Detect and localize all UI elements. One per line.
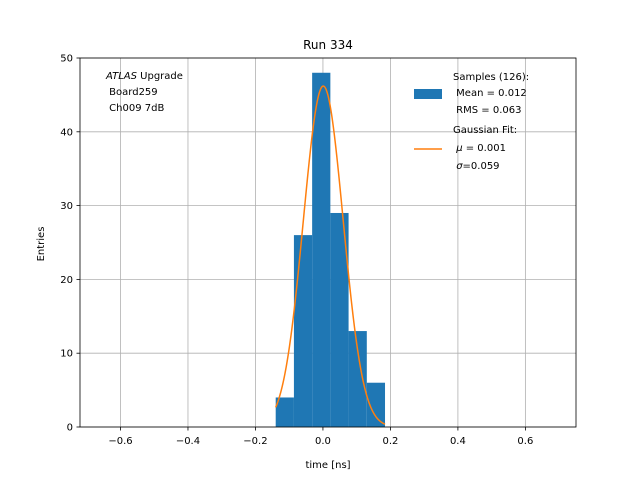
- atlas-annotation: ATLAS Upgrade Board259 Ch009 7dB: [105, 71, 183, 114]
- x-tick-label: 0.0: [315, 436, 331, 447]
- legend-samples-rms: RMS = 0.063: [453, 105, 521, 116]
- histogram-bar: [293, 235, 313, 427]
- legend-samples-patch: [414, 89, 442, 99]
- annotation-atlas: ATLAS: [105, 71, 138, 82]
- legend-fit-mu: μ = 0.001: [453, 143, 506, 154]
- histogram-bar: [312, 72, 331, 427]
- axis-ticks: −0.6 −0.4 −0.2 0.0 0.2 0.4 0.6 0 10 20 30 40 50: [60, 54, 533, 448]
- x-tick-label: 0.4: [450, 436, 466, 447]
- y-tick-label: 50: [60, 54, 73, 65]
- y-tick-label: 30: [60, 201, 73, 212]
- x-tick-label: 0.2: [382, 436, 398, 447]
- x-axis-label: time [ns]: [305, 460, 350, 471]
- y-tick-label: 0: [67, 423, 73, 434]
- histogram-bar: [366, 382, 386, 427]
- x-tick-label: 0.6: [517, 436, 533, 447]
- x-tick-label: −0.2: [243, 436, 267, 447]
- y-axis-label: Entries: [36, 227, 47, 262]
- histogram-bars: [275, 72, 386, 427]
- legend-samples-mean: Mean = 0.012: [453, 88, 527, 99]
- legend-samples-header: Samples (126):: [453, 72, 529, 83]
- histogram-bar: [330, 212, 349, 427]
- x-tick-label: −0.6: [108, 436, 132, 447]
- y-tick-label: 10: [60, 349, 73, 360]
- x-tick-label: −0.4: [176, 436, 200, 447]
- y-tick-label: 20: [60, 275, 73, 286]
- annotation-upgrade: Upgrade: [137, 71, 183, 82]
- legend-fit-sigma: σ=0.059: [453, 161, 500, 172]
- gaussian-fit-curve: [275, 85, 386, 425]
- annotation-channel: Ch009 7dB: [106, 103, 164, 114]
- annotation-title: ATLAS Upgrade: [105, 71, 183, 82]
- plot-frame: [79, 57, 577, 428]
- legend: Samples (126): Mean = 0.012 RMS = 0.063 …: [414, 72, 529, 172]
- annotation-board: Board259: [106, 87, 158, 98]
- legend-fit-header: Gaussian Fit:: [453, 125, 517, 136]
- histogram-bar: [348, 331, 367, 427]
- chart-title: Run 334: [303, 38, 353, 52]
- y-tick-label: 40: [60, 127, 73, 138]
- histogram-bar: [275, 397, 294, 427]
